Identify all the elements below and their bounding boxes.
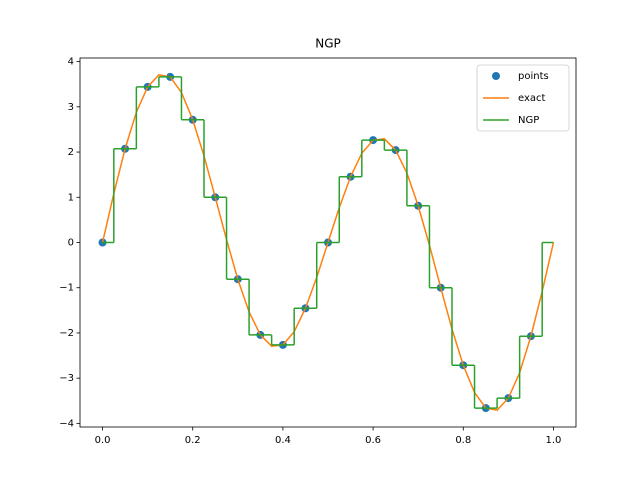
- legend-box: [476, 64, 570, 132]
- chart-title: NGP: [315, 37, 341, 51]
- x-tick-label: 0.0: [95, 435, 111, 446]
- x-tick-label: 0.4: [275, 435, 291, 446]
- legend-label: exact: [518, 93, 546, 104]
- legend-label: NGP: [518, 115, 539, 126]
- y-tick-label: −1: [59, 283, 74, 294]
- y-tick-label: −3: [59, 373, 74, 384]
- plot-frame: [79, 57, 577, 428]
- x-tick-label: 1.0: [546, 435, 562, 446]
- x-tick-label: 0.8: [455, 435, 471, 446]
- y-tick-label: 1: [68, 192, 74, 203]
- y-tick-label: 3: [68, 102, 74, 113]
- y-tick-label: 0: [68, 238, 74, 249]
- legend: points exact NGP: [476, 64, 570, 132]
- y-tick-label: 2: [68, 147, 74, 158]
- y-tick-label: −4: [59, 418, 74, 429]
- y-tick-label: −2: [59, 328, 74, 339]
- legend-label: points: [518, 71, 549, 82]
- y-tick-label: 4: [68, 57, 74, 68]
- x-tick-label: 0.6: [365, 435, 381, 446]
- legend-marker: [492, 72, 500, 80]
- x-tick-label: 0.2: [185, 435, 201, 446]
